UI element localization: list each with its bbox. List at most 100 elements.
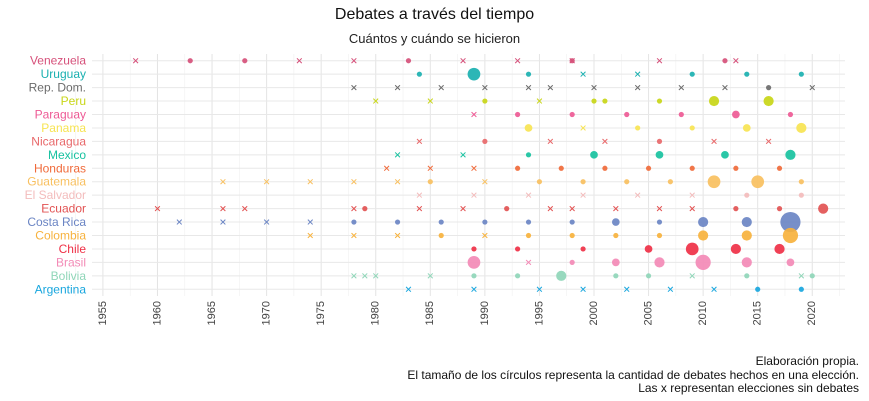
debate-point <box>624 111 630 118</box>
debate-point <box>722 58 728 64</box>
debate-point <box>515 165 521 171</box>
no-debate-x-mark <box>525 259 532 266</box>
no-debate-x-mark <box>634 192 641 198</box>
no-debate-x-mark <box>220 205 226 212</box>
debate-point <box>525 71 532 77</box>
debate-point <box>504 206 510 212</box>
no-debate-x-mark <box>263 219 270 225</box>
debate-point <box>644 245 653 253</box>
no-debate-x-mark <box>394 178 401 185</box>
no-debate-x-mark <box>482 84 488 91</box>
y-tick-label: Brasil <box>56 255 86 269</box>
x-tick-label: 1970 <box>261 301 273 325</box>
debate-point <box>525 219 532 225</box>
debate-point <box>763 95 774 107</box>
no-debate-x-mark <box>351 178 357 185</box>
no-debate-x-mark <box>263 178 270 185</box>
y-tick-label: Venezuela <box>30 54 86 68</box>
x-tick-label: 2020 <box>806 301 818 325</box>
debate-point <box>798 179 804 185</box>
debate-point <box>242 58 248 64</box>
no-debate-x-mark <box>689 205 695 212</box>
no-debate-x-mark <box>569 205 575 212</box>
debate-point <box>602 165 608 171</box>
y-tick-label: Chile <box>59 242 87 256</box>
y-tick-label: Costa Rica <box>27 215 86 229</box>
no-debate-x-mark <box>176 219 183 225</box>
no-debate-x-mark <box>296 57 303 64</box>
no-debate-x-mark <box>482 178 488 185</box>
debate-point <box>416 71 422 77</box>
debate-point <box>590 150 598 159</box>
debate-point <box>741 230 752 241</box>
y-tick-label: Argentina <box>35 282 87 296</box>
debate-point <box>667 179 673 185</box>
no-debate-x-mark <box>591 84 597 91</box>
debate-point <box>611 258 620 267</box>
no-debate-x-mark <box>242 205 248 212</box>
debate-point <box>569 232 575 239</box>
no-debate-x-mark <box>372 273 379 279</box>
no-debate-x-mark <box>656 57 663 64</box>
x-tick-label: 2005 <box>642 301 654 325</box>
x-tick-label: 1975 <box>315 301 327 325</box>
no-debate-x-mark <box>580 192 586 198</box>
debate-point <box>796 122 807 134</box>
debate-point <box>744 192 750 198</box>
no-debate-x-mark <box>427 165 434 172</box>
debate-point <box>809 273 815 279</box>
debate-point <box>187 58 193 64</box>
x-tick-label: 1995 <box>533 301 545 325</box>
debate-point <box>766 85 772 91</box>
x-tick-label: 1960 <box>151 301 163 325</box>
y-tick-label: Ecuador <box>41 202 86 216</box>
no-debate-x-mark <box>689 273 695 279</box>
no-debate-x-mark <box>536 286 543 293</box>
no-debate-x-mark <box>438 84 444 91</box>
no-debate-x-mark <box>678 84 685 91</box>
debate-point <box>556 270 567 281</box>
no-debate-x-mark <box>580 125 586 131</box>
y-tick-label: Paraguay <box>35 108 86 122</box>
debate-point <box>798 192 804 198</box>
debate-point <box>780 211 801 233</box>
debate-point <box>569 219 575 225</box>
no-debate-x-mark <box>798 273 805 279</box>
debate-point <box>656 219 663 225</box>
no-debate-x-mark <box>482 232 488 239</box>
no-debate-x-mark <box>351 232 357 239</box>
no-debate-x-mark <box>372 98 379 104</box>
debate-point <box>742 124 751 132</box>
no-debate-x-mark <box>580 286 586 293</box>
debate-point <box>656 232 663 239</box>
debate-point <box>467 67 481 81</box>
y-tick-label: Panama <box>41 121 86 135</box>
no-debate-x-mark <box>689 192 695 198</box>
no-debate-x-mark <box>220 219 226 225</box>
no-debate-x-mark <box>460 57 466 64</box>
debate-point <box>602 98 608 104</box>
caption-line-2: El tamaño de los círculos representa la … <box>407 368 859 382</box>
debate-point <box>394 219 401 225</box>
debate-point <box>438 232 444 239</box>
no-debate-x-mark <box>525 192 532 198</box>
y-tick-label: Colombia <box>35 229 86 243</box>
x-tick-label: 1990 <box>479 301 491 325</box>
no-debate-x-mark <box>547 138 554 145</box>
debate-point <box>776 165 783 171</box>
debate-point <box>613 232 619 239</box>
x-tick-label: 2000 <box>588 301 600 325</box>
debate-point <box>427 179 433 185</box>
no-debate-x-mark <box>362 273 368 279</box>
no-debate-x-mark <box>220 178 226 185</box>
debate-point <box>782 227 799 244</box>
debate-point <box>774 243 785 255</box>
no-debate-x-mark <box>351 205 357 212</box>
no-debate-x-mark <box>307 219 314 225</box>
debate-point <box>591 98 597 104</box>
debate-point <box>482 138 488 144</box>
debate-point <box>524 124 533 132</box>
debate-point <box>785 149 796 160</box>
no-debate-x-mark <box>809 84 816 91</box>
